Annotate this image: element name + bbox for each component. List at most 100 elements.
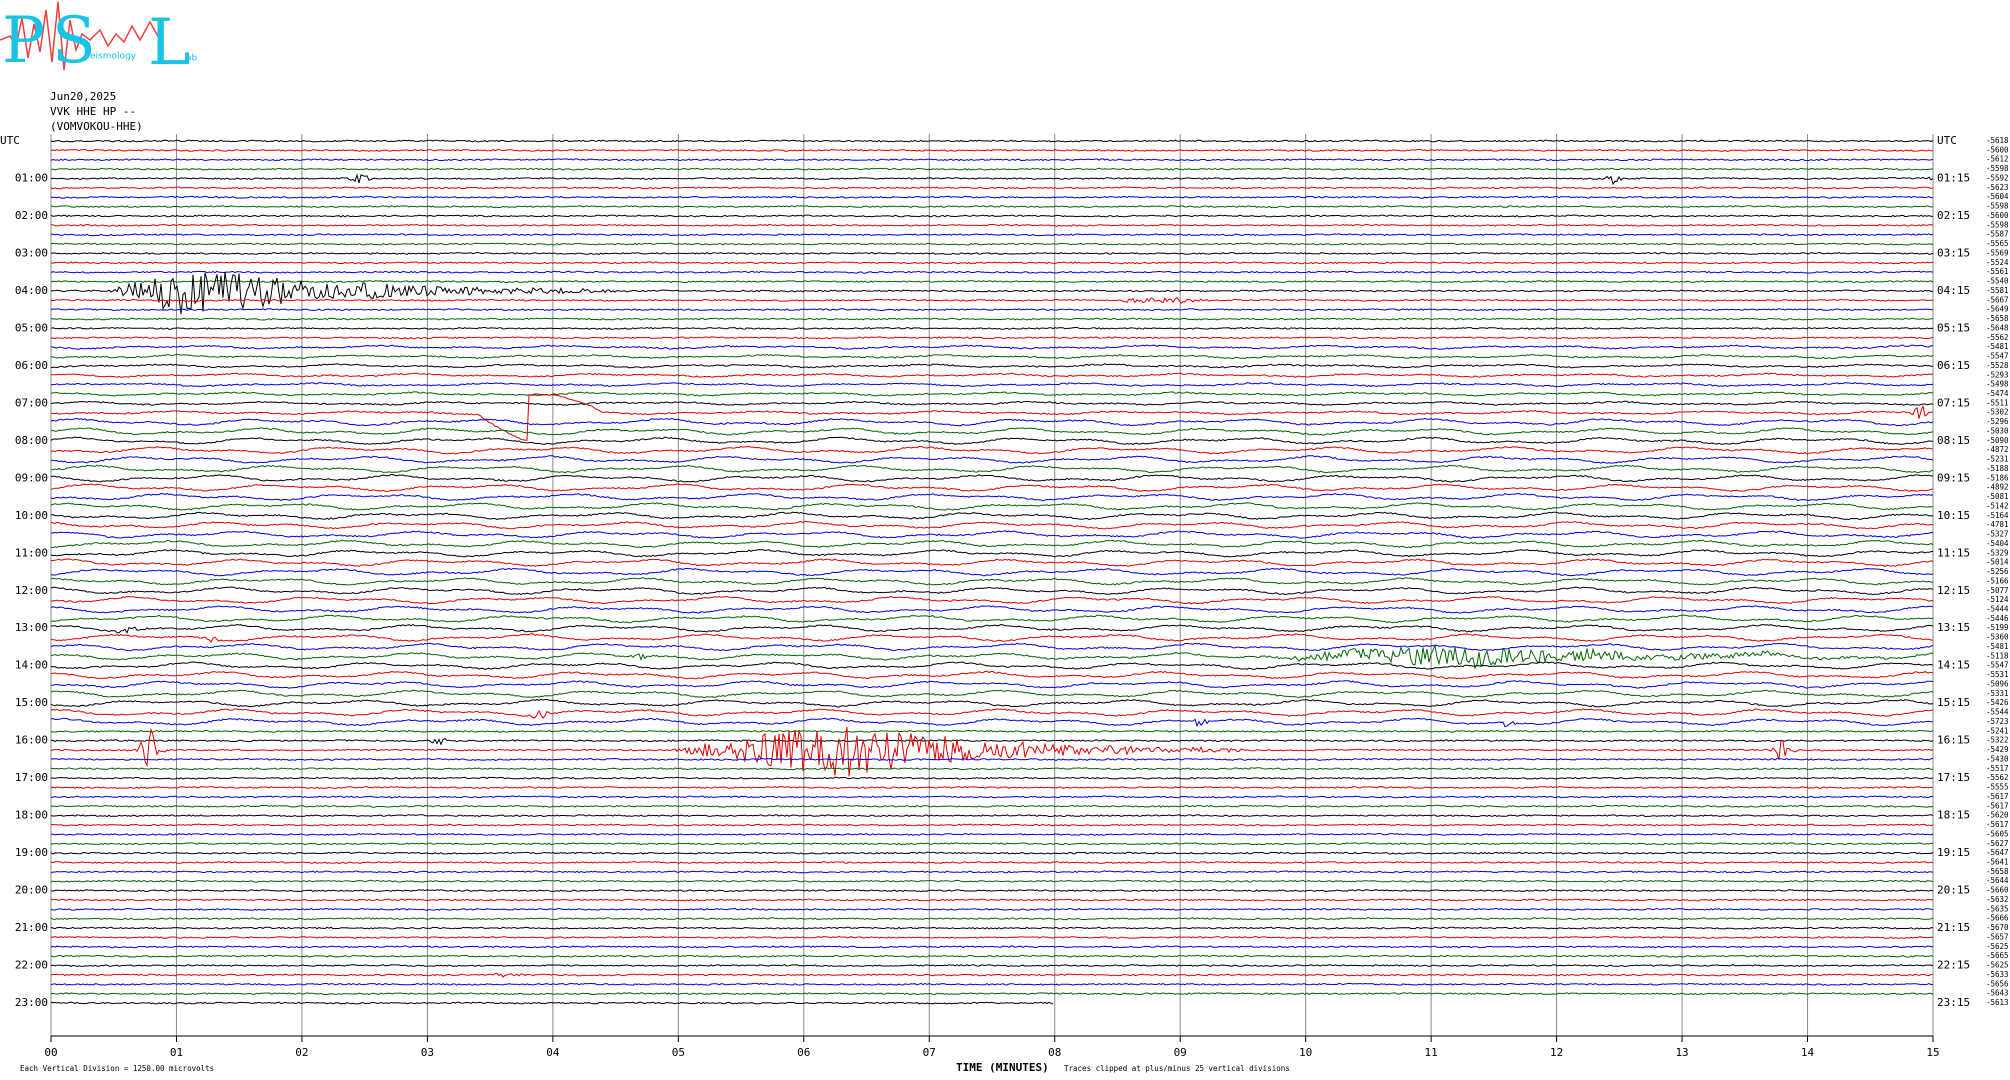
- seismic-trace: [50, 195, 1934, 199]
- seismic-trace: [50, 492, 1934, 502]
- seismic-trace: [50, 605, 1934, 614]
- seismic-trace: [50, 455, 1934, 464]
- hour-label: 01:00: [15, 171, 48, 184]
- seismic-trace: [50, 317, 1933, 321]
- x-tick-label: 06: [797, 1046, 810, 1059]
- trace-value: -5164: [1986, 511, 2009, 520]
- trace-value: -5667: [1986, 295, 2009, 304]
- seismic-trace: [50, 186, 1934, 190]
- seismic-trace: [50, 558, 1934, 567]
- seismic-trace: [50, 680, 1934, 689]
- seismic-trace: [50, 242, 1934, 246]
- hour-label-right: 02:15: [1937, 209, 1970, 222]
- trace-value: -5647: [1986, 848, 2009, 857]
- logo-text: eismology: [90, 52, 137, 62]
- trace-value: -5565: [1986, 239, 2009, 248]
- trace-value: -5256: [1986, 567, 2009, 576]
- trace-value: -4892: [1986, 483, 2009, 492]
- seismic-trace: [51, 738, 1934, 746]
- hour-label: 15:00: [15, 696, 48, 709]
- trace-value: -5723: [1986, 717, 2009, 726]
- x-axis-title: TIME (MINUTES): [956, 1061, 1049, 1074]
- hour-label: 12:00: [15, 584, 48, 597]
- trace-value: -5199: [1986, 623, 2009, 632]
- trace-value: -5644: [1986, 876, 2009, 885]
- trace-value: -5077: [1986, 586, 2009, 595]
- seismic-trace: [51, 670, 1934, 680]
- hour-label: UTC: [0, 134, 20, 147]
- seismic-trace: [50, 851, 1934, 855]
- seismic-trace: [51, 832, 1934, 836]
- trace-value: -5670: [1986, 923, 2009, 932]
- seismic-trace: [50, 982, 1934, 986]
- seismic-trace: [50, 158, 1934, 162]
- trace-value: -5657: [1986, 932, 2009, 941]
- trace-value: -5649: [1986, 305, 2009, 314]
- trace-value: -5617: [1986, 820, 2009, 829]
- trace-value: -5641: [1986, 857, 2009, 866]
- seismic-trace: [50, 907, 1934, 911]
- seismic-trace: [50, 757, 1934, 761]
- seismic-trace: [50, 436, 1933, 446]
- trace-value: -5623: [1986, 183, 2009, 192]
- logo-letter: P: [2, 4, 45, 78]
- hour-label-right: 05:15: [1937, 321, 1970, 334]
- trace-value: -5632: [1986, 895, 2009, 904]
- x-tick-label: 09: [1174, 1046, 1187, 1059]
- trace-value: -5618: [1986, 136, 2009, 145]
- footer-right: Traces clipped at plus/minus 25 vertical…: [1064, 1064, 1290, 1073]
- trace-value: -5360: [1986, 633, 2009, 642]
- seismic-trace: [50, 786, 1934, 790]
- hour-label-right: 16:15: [1937, 734, 1970, 747]
- seismic-trace: [50, 945, 1934, 949]
- seismic-trace: [50, 205, 1934, 209]
- seismic-trace: [50, 708, 1934, 719]
- trace-value: -5430: [1986, 754, 2009, 763]
- trace-value: -5166: [1986, 576, 2009, 585]
- seismic-trace: [50, 445, 1934, 455]
- hour-label-right: 06:15: [1937, 359, 1970, 372]
- trace-value: -5531: [1986, 670, 2009, 679]
- hour-label: 20:00: [15, 884, 48, 897]
- hour-label: 07:00: [15, 396, 48, 409]
- seismic-trace: [50, 954, 1934, 958]
- seismic-trace: [50, 586, 1934, 596]
- trace-value: -4872: [1986, 445, 2009, 454]
- trace-value: -5643: [1986, 989, 2009, 998]
- seismic-trace: [50, 393, 1934, 441]
- trace-value: -5474: [1986, 389, 2009, 398]
- hour-label-right: 18:15: [1937, 809, 1970, 822]
- hour-label: 18:00: [15, 809, 48, 822]
- trace-value: -5555: [1986, 783, 2009, 792]
- hour-label: 05:00: [15, 321, 48, 334]
- seismic-trace: [50, 214, 1934, 218]
- trace-value: -5241: [1986, 726, 2009, 735]
- trace-value: -5613: [1986, 998, 2009, 1007]
- seismic-trace: [51, 464, 1934, 474]
- trace-value: -5598: [1986, 220, 2009, 229]
- trace-value: -5562: [1986, 333, 2009, 342]
- hour-label: 09:00: [15, 471, 48, 484]
- seismic-trace: [50, 391, 1934, 397]
- hour-label-right: 14:15: [1937, 659, 1970, 672]
- trace-value: -5186: [1986, 473, 2009, 482]
- seismic-trace: [50, 336, 1934, 340]
- hour-label-right: 22:15: [1937, 959, 1970, 972]
- x-tick-label: 01: [170, 1046, 183, 1059]
- trace-value: -5648: [1986, 323, 2009, 332]
- hour-label: 10:00: [15, 509, 48, 522]
- hour-label: 14:00: [15, 659, 48, 672]
- seismic-trace: [50, 595, 1934, 605]
- seismic-trace: [50, 353, 1934, 360]
- trace-value: -5124: [1986, 595, 2009, 604]
- hour-label: 16:00: [15, 734, 48, 747]
- trace-value: -5544: [1986, 708, 2009, 717]
- hour-label-right: 11:15: [1937, 546, 1970, 559]
- hour-label: 02:00: [15, 209, 48, 222]
- trace-value: -5561: [1986, 267, 2009, 276]
- trace-value: -5547: [1986, 352, 2009, 361]
- seismic-trace: [50, 642, 1934, 652]
- trace-value: -5617: [1986, 801, 2009, 810]
- trace-value: -5293: [1986, 370, 2009, 379]
